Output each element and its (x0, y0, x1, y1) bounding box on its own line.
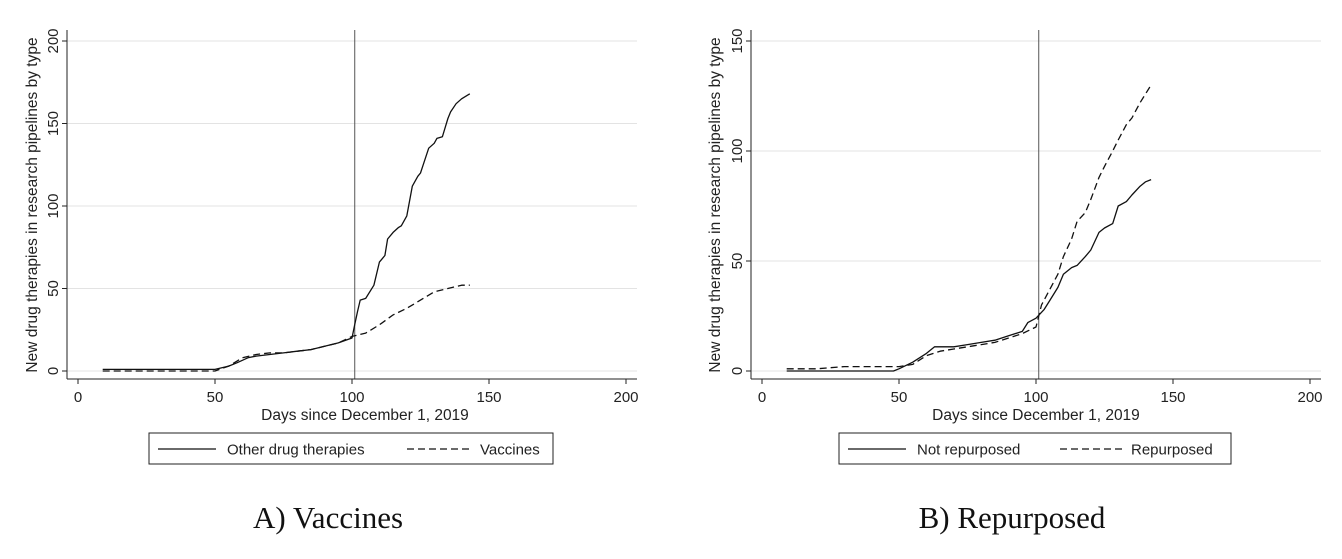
y-tick-label: 50 (729, 253, 746, 270)
x-tick-label: 0 (74, 389, 82, 406)
axes (746, 30, 1321, 384)
legend: Other drug therapies Vaccines (148, 432, 554, 465)
legend-entry-vaccines: Vaccines (480, 442, 540, 459)
y-tick-label: 200 (45, 28, 62, 53)
series-line-other-drug-therapies (102, 93, 471, 371)
series-line-vaccines (102, 284, 470, 372)
y-tick-label: 100 (45, 193, 62, 218)
legend-box (838, 432, 1232, 465)
series-line-not-repurposed (786, 178, 1152, 372)
legend-entry-not-repurposed: Not repurposed (917, 442, 1020, 459)
legend-box (148, 432, 554, 465)
panel-caption: B) Repurposed (919, 500, 1106, 535)
y-tick-label: 100 (729, 138, 746, 163)
panel-caption: A) Vaccines (253, 500, 403, 535)
y-tick-label: 0 (45, 367, 62, 375)
y-tick-label: 50 (45, 280, 62, 297)
x-tick-label: 100 (1023, 389, 1048, 406)
series-line-repurposed (786, 84, 1152, 370)
legend-entry-other-drug-therapies: Other drug therapies (227, 442, 365, 459)
y-tick-label: 150 (45, 111, 62, 136)
series-lines (102, 93, 471, 372)
x-tick-label: 200 (613, 389, 638, 406)
axes (62, 30, 637, 384)
x-tick-label: 150 (476, 389, 501, 406)
panel-repurposed: 0 50 100 150 0 50 100 150 200 Days since Decembe… (707, 28, 1323, 535)
series-lines (786, 84, 1152, 372)
legend: Not repurposed Repurposed (838, 432, 1232, 465)
y-tick-label: 150 (729, 28, 746, 53)
legend-entry-repurposed: Repurposed (1131, 442, 1213, 459)
y-axis-title: New drug therapies in research pipelines… (707, 37, 724, 372)
x-tick-label: 100 (339, 389, 364, 406)
y-tick-label: 0 (729, 367, 746, 375)
panel-vaccines: 0 50 100 150 200 0 50 100 150 200 Days since Dece… (24, 28, 639, 535)
y-axis-title: New drug therapies in research pipelines… (24, 37, 41, 372)
x-axis-title: Days since December 1, 2019 (932, 407, 1140, 424)
x-tick-label: 200 (1297, 389, 1322, 406)
x-axis-title: Days since December 1, 2019 (261, 407, 469, 424)
x-tick-label: 150 (1160, 389, 1185, 406)
tick-labels: 0 50 100 150 200 0 50 100 150 200 (45, 28, 639, 406)
gridlines (751, 40, 1321, 372)
tick-labels: 0 50 100 150 0 50 100 150 200 (729, 28, 1323, 406)
x-tick-label: 50 (891, 389, 908, 406)
x-tick-label: 50 (207, 389, 224, 406)
x-tick-label: 0 (758, 389, 766, 406)
gridlines (67, 40, 637, 372)
